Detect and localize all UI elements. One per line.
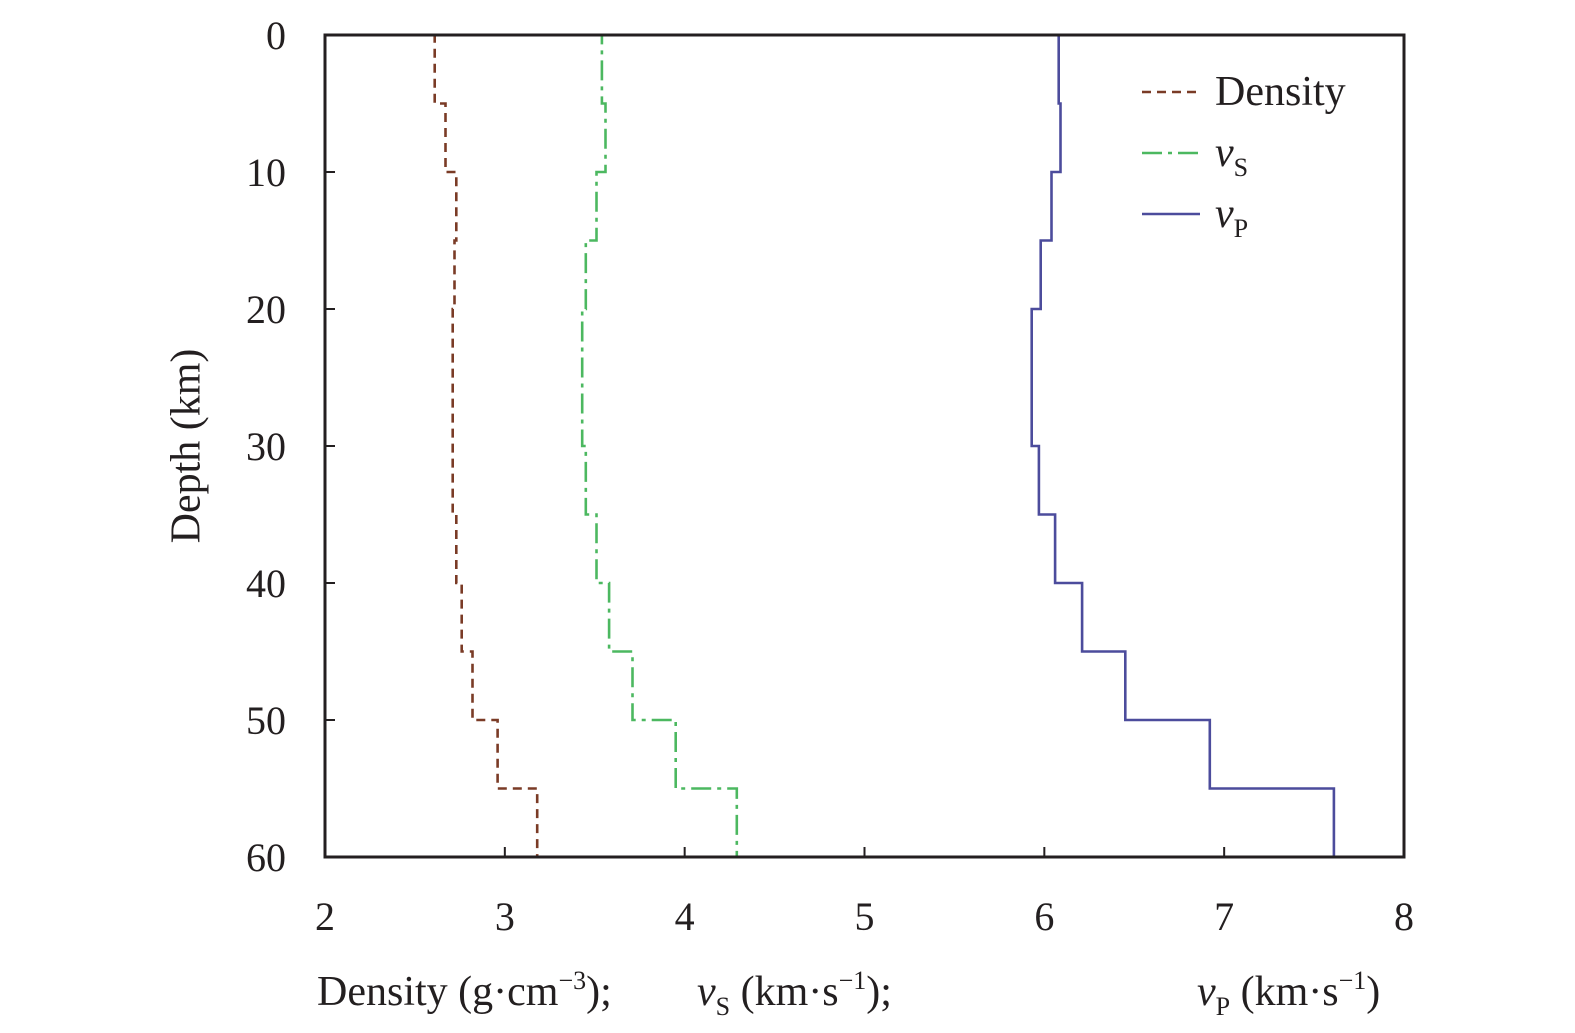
x-axis-label-density: Density (g·cm−3);: [317, 966, 612, 1015]
x-tick-label: 7: [1214, 894, 1234, 939]
series-line-density: [418, 33, 539, 857]
tick-layer: 2 3 4 5 6 7 8 0 10 20 30 40 50 60: [246, 13, 1414, 939]
y-axis-label: Depth (km): [164, 349, 210, 544]
x-tick-label: 2: [315, 894, 335, 939]
legend-label-vs: vS: [1215, 130, 1248, 182]
y-tick-label: 10: [246, 150, 286, 195]
series-line-vp: [805, 33, 1336, 857]
legend: Density vS vP: [1142, 69, 1346, 243]
label-layer: Depth (km) Density (g·cm−3); vS (km·s−1)…: [164, 349, 1381, 1021]
x-tick-label: 4: [675, 894, 695, 939]
y-tick-label: 30: [246, 424, 286, 469]
x-tick-label: 6: [1034, 894, 1054, 939]
series-line-vs: [447, 33, 739, 857]
x-tick-label: 8: [1394, 894, 1414, 939]
y-tick-label: 0: [266, 13, 286, 58]
y-tick-label: 40: [246, 561, 286, 606]
x-axis-label-vs: vS (km·s−1);: [697, 966, 892, 1021]
x-axis-label-vp: vP (km·s−1): [1197, 966, 1380, 1021]
series-layer: [418, 33, 1336, 857]
legend-label-vp: vP: [1215, 191, 1248, 243]
y-tick-label: 50: [246, 698, 286, 743]
y-tick-label: 60: [246, 835, 286, 880]
x-tick-label: 5: [855, 894, 875, 939]
legend-label-density: Density: [1215, 69, 1346, 115]
y-tick-label: 20: [246, 287, 286, 332]
x-tick-label: 3: [495, 894, 515, 939]
